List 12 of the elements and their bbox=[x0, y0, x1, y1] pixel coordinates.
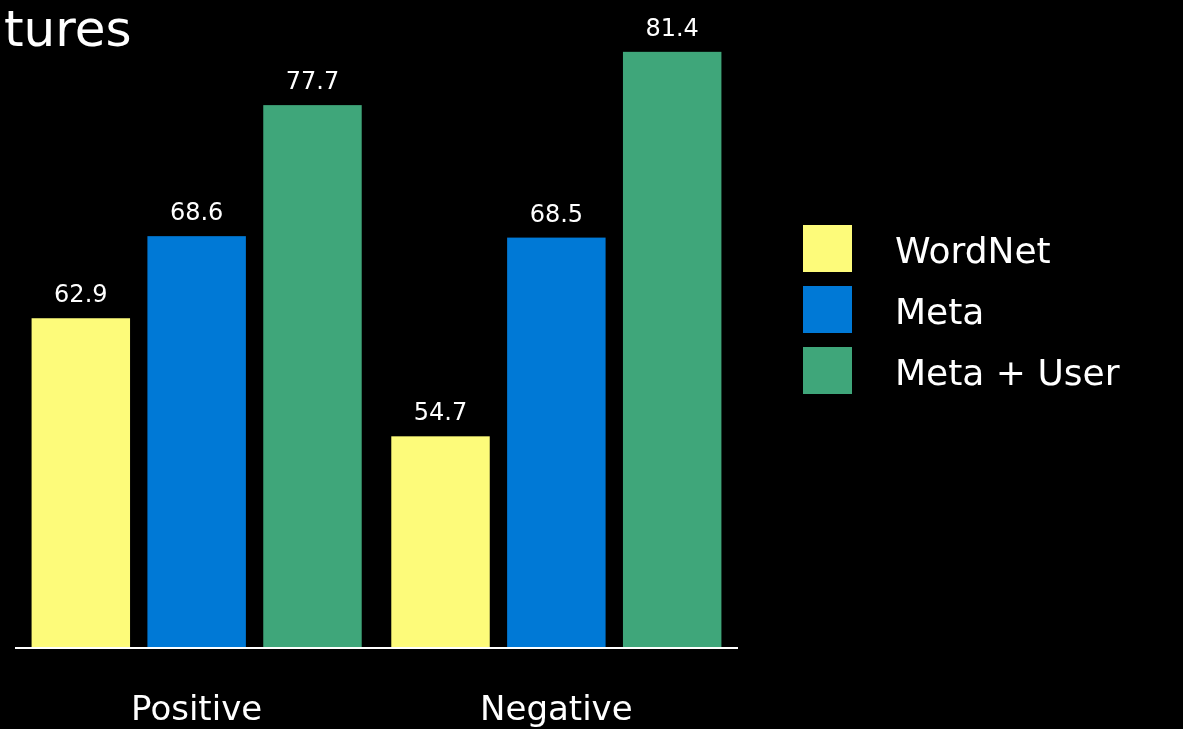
legend-label: Meta bbox=[895, 291, 985, 332]
data-label: 68.6 bbox=[169, 198, 224, 227]
data-label: 54.7 bbox=[413, 398, 468, 427]
data-label: 68.5 bbox=[529, 199, 584, 228]
legend-label: WordNet bbox=[895, 230, 1051, 271]
data-label: 81.4 bbox=[645, 13, 699, 42]
chart-title: tures bbox=[4, 0, 132, 58]
x-tick-label: Negative bbox=[480, 688, 633, 728]
x-tick-label: Positive bbox=[131, 688, 263, 728]
data-label: 62.9 bbox=[54, 280, 108, 309]
legend-label: Meta + User bbox=[895, 352, 1120, 393]
data-label: 77.7 bbox=[285, 67, 340, 96]
